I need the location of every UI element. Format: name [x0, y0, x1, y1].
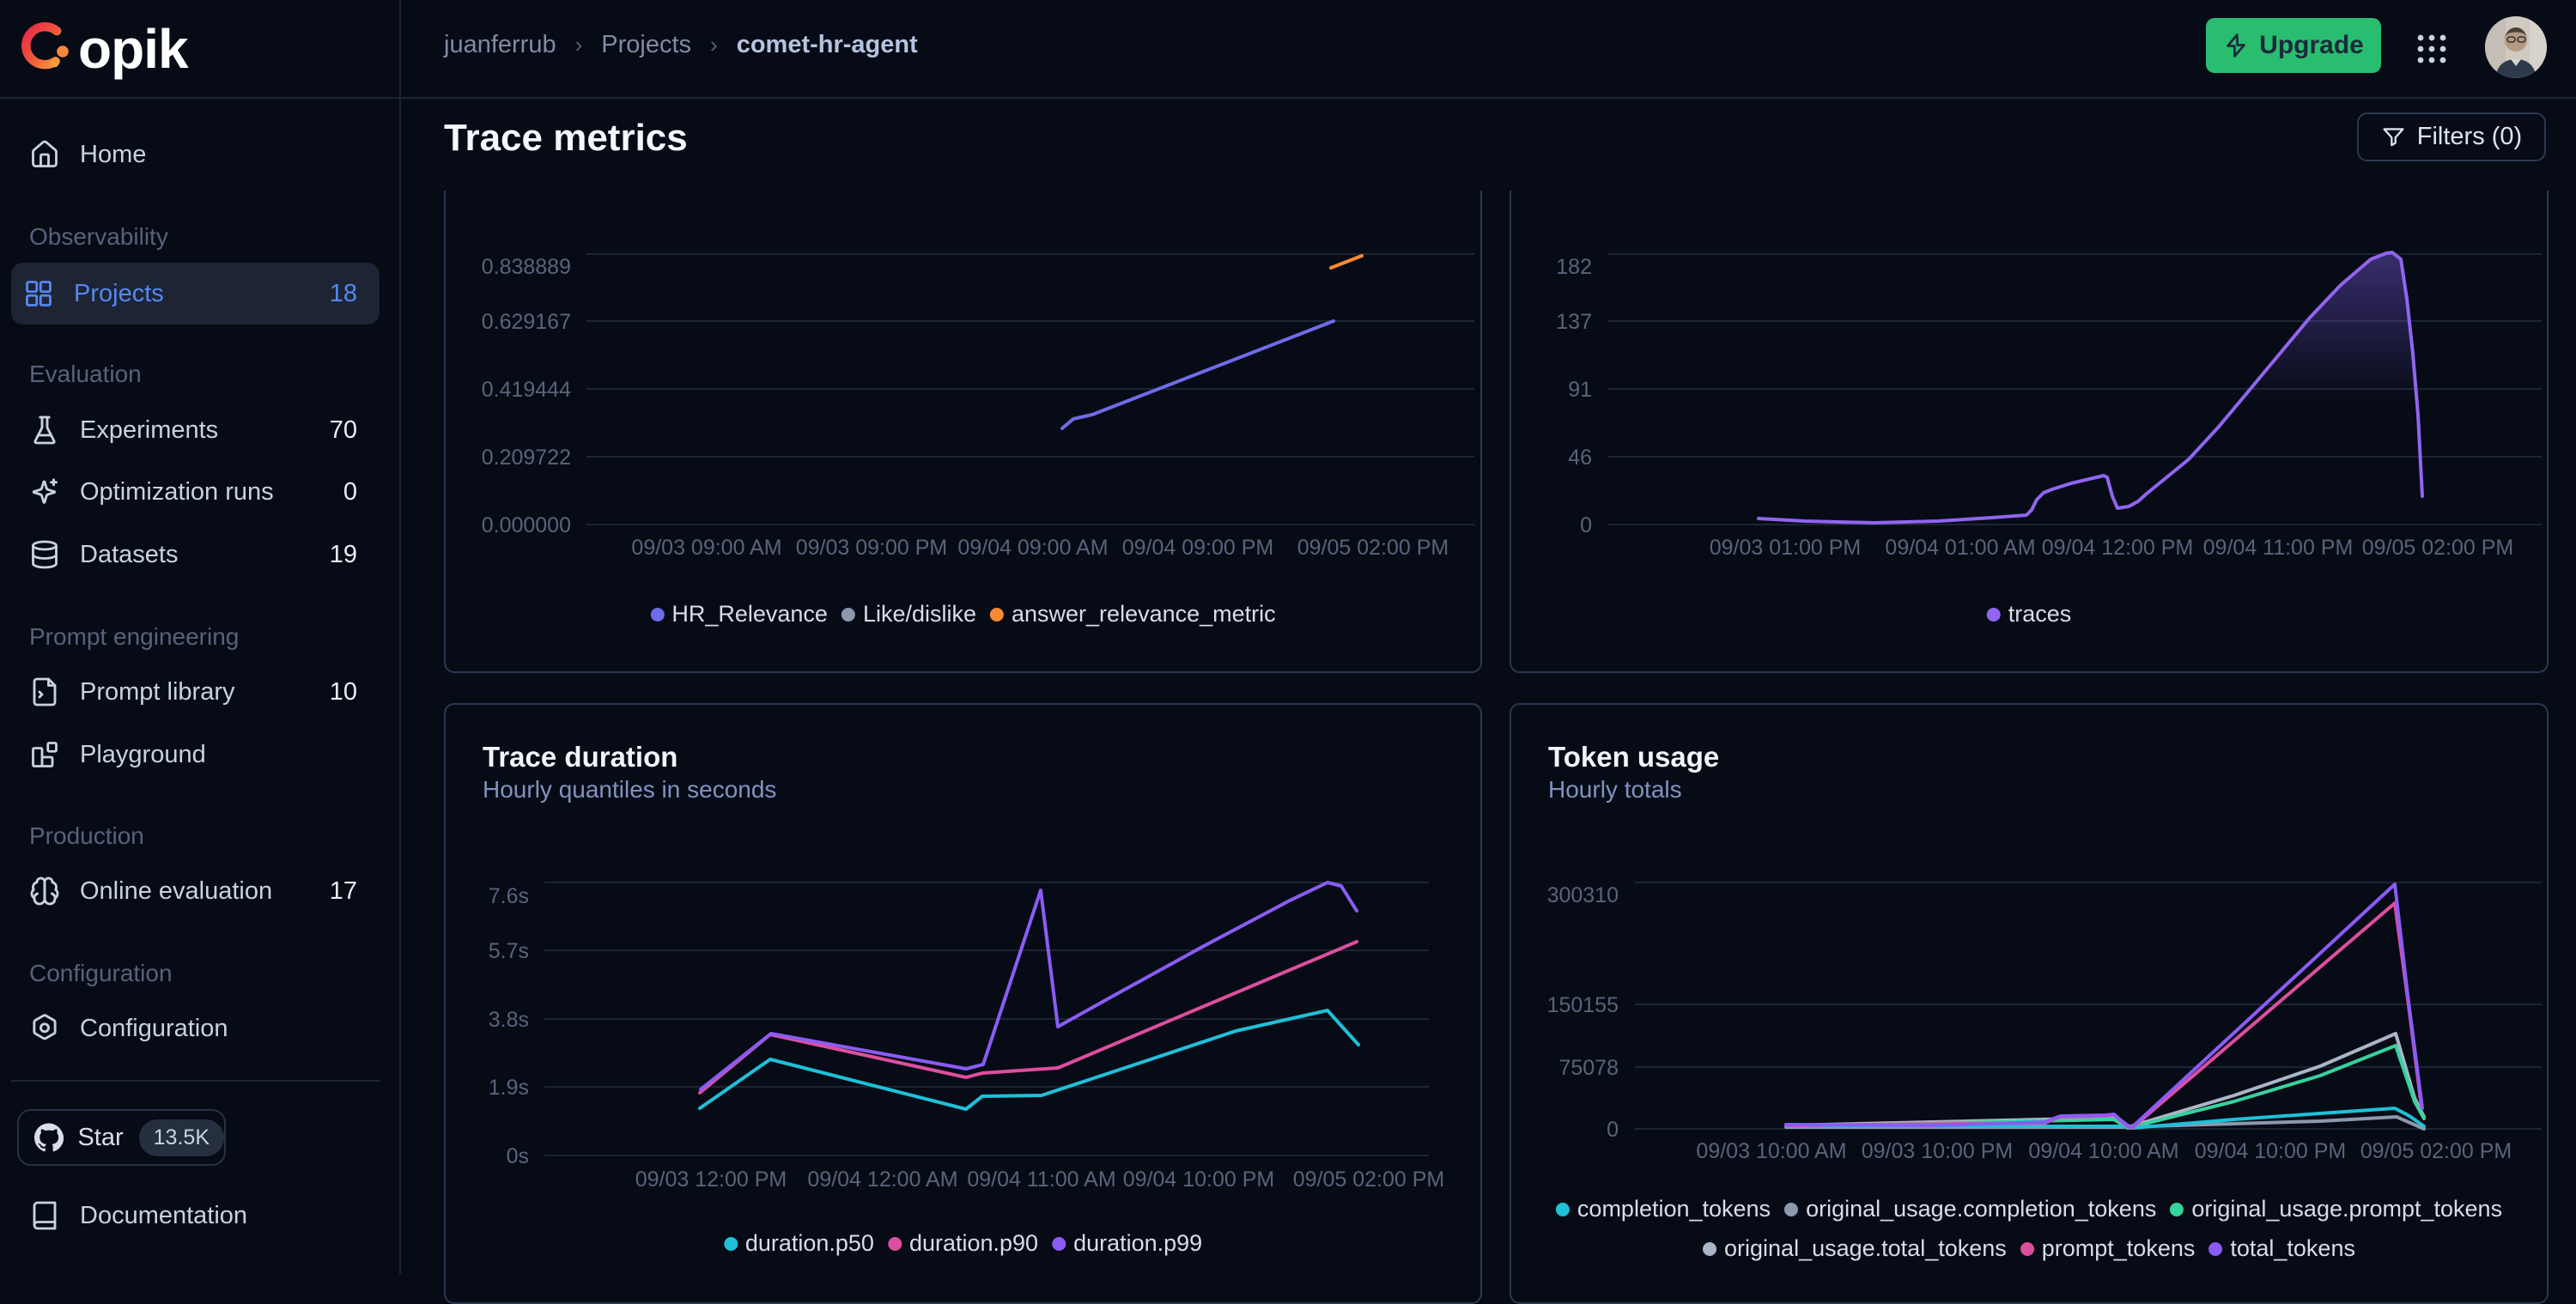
svg-text:09/05 02:00 PM: 09/05 02:00 PM: [1297, 536, 1449, 560]
svg-text:150155: 150155: [1547, 993, 1619, 1017]
svg-text:09/04 10:00 PM: 09/04 10:00 PM: [2195, 1139, 2347, 1163]
svg-text:300310: 300310: [1547, 883, 1619, 907]
svg-text:46: 46: [1568, 446, 1592, 470]
svg-text:7.6s: 7.6s: [489, 884, 529, 908]
svg-text:09/03 10:00 AM: 09/03 10:00 AM: [1696, 1139, 1846, 1163]
svg-text:09/03 01:00 PM: 09/03 01:00 PM: [1710, 536, 1862, 560]
svg-text:09/03 12:00 PM: 09/03 12:00 PM: [635, 1168, 787, 1192]
svg-text:5.7s: 5.7s: [489, 939, 529, 963]
svg-text:09/05 02:00 PM: 09/05 02:00 PM: [2362, 536, 2514, 560]
svg-text:75078: 75078: [1558, 1056, 1619, 1080]
svg-text:1.9s: 1.9s: [489, 1076, 529, 1100]
svg-text:0.209722: 0.209722: [482, 446, 571, 470]
svg-text:0.000000: 0.000000: [482, 513, 571, 537]
svg-text:182: 182: [1556, 255, 1592, 279]
svg-text:0.838889: 0.838889: [482, 255, 571, 279]
svg-text:3.8s: 3.8s: [489, 1008, 529, 1032]
svg-text:0.419444: 0.419444: [482, 378, 571, 402]
svg-text:09/04 12:00 PM: 09/04 12:00 PM: [2042, 536, 2194, 560]
svg-text:09/04 10:00 PM: 09/04 10:00 PM: [1123, 1168, 1275, 1192]
svg-text:0: 0: [1607, 1118, 1619, 1142]
svg-text:09/03 10:00 PM: 09/03 10:00 PM: [1862, 1139, 2014, 1163]
svg-text:09/03 09:00 AM: 09/03 09:00 AM: [631, 536, 781, 560]
svg-text:09/05 02:00 PM: 09/05 02:00 PM: [1293, 1168, 1445, 1192]
svg-text:09/04 09:00 AM: 09/04 09:00 AM: [957, 536, 1108, 560]
svg-text:09/04 10:00 AM: 09/04 10:00 AM: [2028, 1139, 2178, 1163]
svg-text:0s: 0s: [507, 1144, 529, 1168]
svg-text:09/03 09:00 PM: 09/03 09:00 PM: [796, 536, 948, 560]
svg-text:0: 0: [1580, 513, 1592, 537]
svg-text:0.629167: 0.629167: [482, 310, 571, 334]
svg-text:09/04 11:00 PM: 09/04 11:00 PM: [2203, 536, 2354, 560]
svg-text:09/04 12:00 AM: 09/04 12:00 AM: [807, 1168, 957, 1192]
svg-text:09/04 11:00 AM: 09/04 11:00 AM: [967, 1168, 1115, 1192]
svg-text:09/04 09:00 PM: 09/04 09:00 PM: [1122, 536, 1274, 560]
svg-text:91: 91: [1568, 378, 1592, 402]
svg-text:137: 137: [1556, 310, 1592, 334]
svg-text:09/04 01:00 AM: 09/04 01:00 AM: [1885, 536, 2035, 560]
svg-text:09/05 02:00 PM: 09/05 02:00 PM: [2360, 1139, 2512, 1163]
